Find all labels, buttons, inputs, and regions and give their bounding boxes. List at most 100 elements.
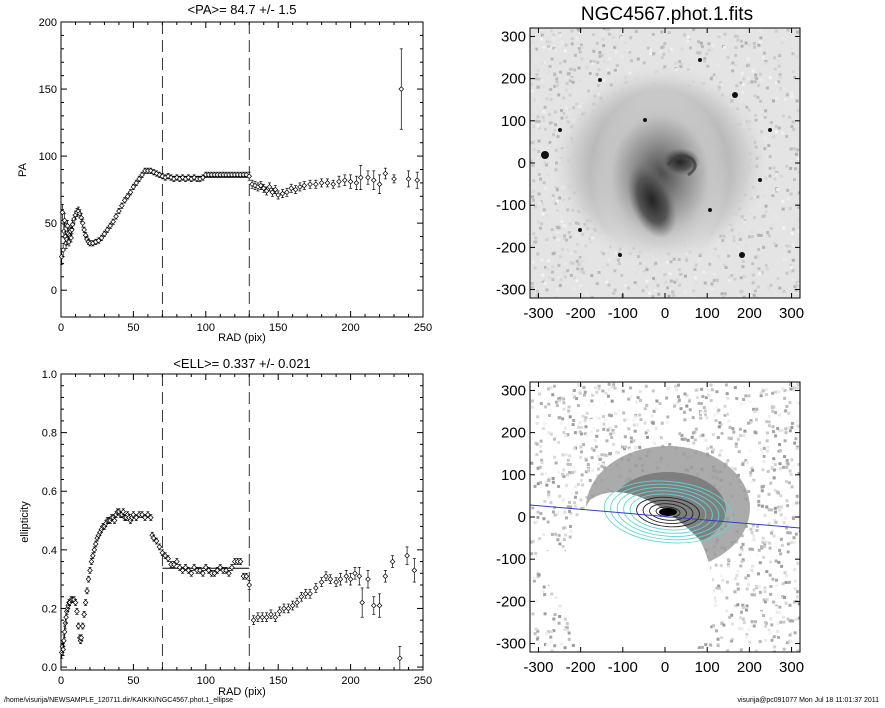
- noise-pixel: [575, 279, 579, 283]
- noise-pixel: [579, 269, 583, 273]
- noise-pixel: [749, 271, 753, 275]
- noise-pixel: [708, 287, 712, 291]
- noise-pixel: [532, 576, 536, 580]
- noise-pixel: [714, 419, 718, 423]
- noise-pixel: [707, 42, 711, 46]
- noise-pixel: [777, 560, 781, 564]
- noise-pixel: [648, 48, 652, 52]
- noise-pixel: [765, 439, 769, 443]
- noise-pixel: [695, 396, 699, 400]
- noise-pixel: [534, 551, 538, 555]
- noise-pixel: [711, 433, 715, 437]
- noise-pixel: [766, 469, 770, 473]
- noise-pixel: [787, 411, 791, 415]
- noise-pixel: [557, 621, 561, 625]
- noise-pixel: [558, 494, 562, 498]
- noise-pixel: [531, 125, 535, 129]
- noise-pixel: [546, 630, 550, 634]
- noise-pixel: [562, 236, 566, 240]
- noise-pixel: [767, 420, 771, 424]
- noise-pixel: [739, 276, 743, 280]
- noise-pixel: [539, 177, 543, 181]
- noise-pixel: [568, 463, 572, 467]
- noise-pixel: [645, 403, 649, 407]
- noise-pixel: [617, 408, 621, 412]
- noise-pixel: [579, 284, 583, 288]
- noise-pixel: [572, 388, 576, 392]
- noise-pixel: [677, 398, 681, 402]
- noise-pixel: [585, 411, 589, 415]
- pa-data-point: [279, 190, 286, 197]
- noise-pixel: [755, 407, 759, 411]
- ell-data-point: [130, 511, 137, 518]
- noise-pixel: [781, 114, 785, 118]
- noise-pixel: [543, 593, 547, 597]
- noise-pixel: [714, 600, 718, 603]
- ell-data-point: [226, 570, 232, 577]
- noise-pixel: [564, 484, 568, 488]
- noise-pixel: [623, 435, 627, 439]
- noise-pixel: [739, 616, 743, 620]
- ell-data-point: [397, 655, 403, 662]
- noise-pixel: [745, 274, 749, 278]
- noise-pixel: [757, 254, 761, 258]
- noise-pixel: [671, 290, 675, 294]
- noise-pixel: [758, 48, 762, 52]
- noise-pixel: [706, 393, 710, 397]
- pa-data-points: [58, 48, 421, 266]
- noise-pixel: [649, 52, 653, 56]
- noise-pixel: [758, 72, 762, 76]
- noise-pixel: [748, 640, 752, 644]
- noise-pixel: [704, 396, 708, 400]
- noise-pixel: [644, 265, 648, 269]
- noise-pixel: [660, 45, 664, 49]
- noise-pixel: [624, 265, 628, 269]
- noise-pixel: [797, 280, 800, 284]
- ell-data-point: [259, 614, 266, 621]
- noise-pixel: [563, 426, 567, 430]
- noise-pixel: [796, 148, 800, 152]
- noise-pixel: [585, 433, 589, 437]
- noise-pixel: [540, 222, 544, 226]
- noise-pixel: [550, 532, 554, 536]
- noise-pixel: [772, 534, 776, 538]
- image-xtick-label: 100: [695, 659, 720, 676]
- noise-pixel: [750, 593, 754, 597]
- noise-pixel: [587, 80, 591, 84]
- noise-pixel: [754, 255, 758, 259]
- noise-pixel: [547, 490, 551, 494]
- noise-pixel: [541, 61, 545, 65]
- noise-pixel: [540, 37, 544, 41]
- noise-pixel: [729, 271, 733, 275]
- ell-data-point: [92, 541, 99, 547]
- noise-pixel: [790, 124, 794, 128]
- noise-pixel: [762, 51, 766, 55]
- footer-user-timestamp: visurija@pc091077 Mon Jul 18 11:01:37 20…: [737, 697, 880, 704]
- noise-pixel: [760, 273, 764, 277]
- noise-pixel: [536, 415, 540, 419]
- ell-data-point: [411, 567, 418, 574]
- noise-pixel: [549, 87, 553, 91]
- pa-data-point: [95, 237, 102, 244]
- noise-pixel: [746, 76, 750, 80]
- noise-pixel: [792, 147, 796, 151]
- noise-pixel: [580, 57, 584, 61]
- noise-pixel: [572, 501, 576, 505]
- noise-pixel: [724, 266, 728, 270]
- noise-pixel: [716, 284, 720, 288]
- noise-pixel: [789, 387, 793, 391]
- noise-pixel: [548, 121, 552, 125]
- noise-pixel: [789, 192, 793, 196]
- noise-pixel: [739, 648, 743, 652]
- noise-pixel: [760, 451, 764, 455]
- noise-pixel: [533, 98, 537, 102]
- noise-pixel: [580, 45, 584, 49]
- star: [598, 78, 602, 82]
- noise-pixel: [655, 407, 659, 411]
- noise-pixel: [577, 47, 581, 51]
- noise-pixel: [544, 265, 548, 269]
- noise-pixel: [547, 493, 551, 497]
- noise-pixel: [722, 623, 726, 627]
- noise-pixel: [753, 620, 757, 624]
- noise-pixel: [552, 393, 556, 397]
